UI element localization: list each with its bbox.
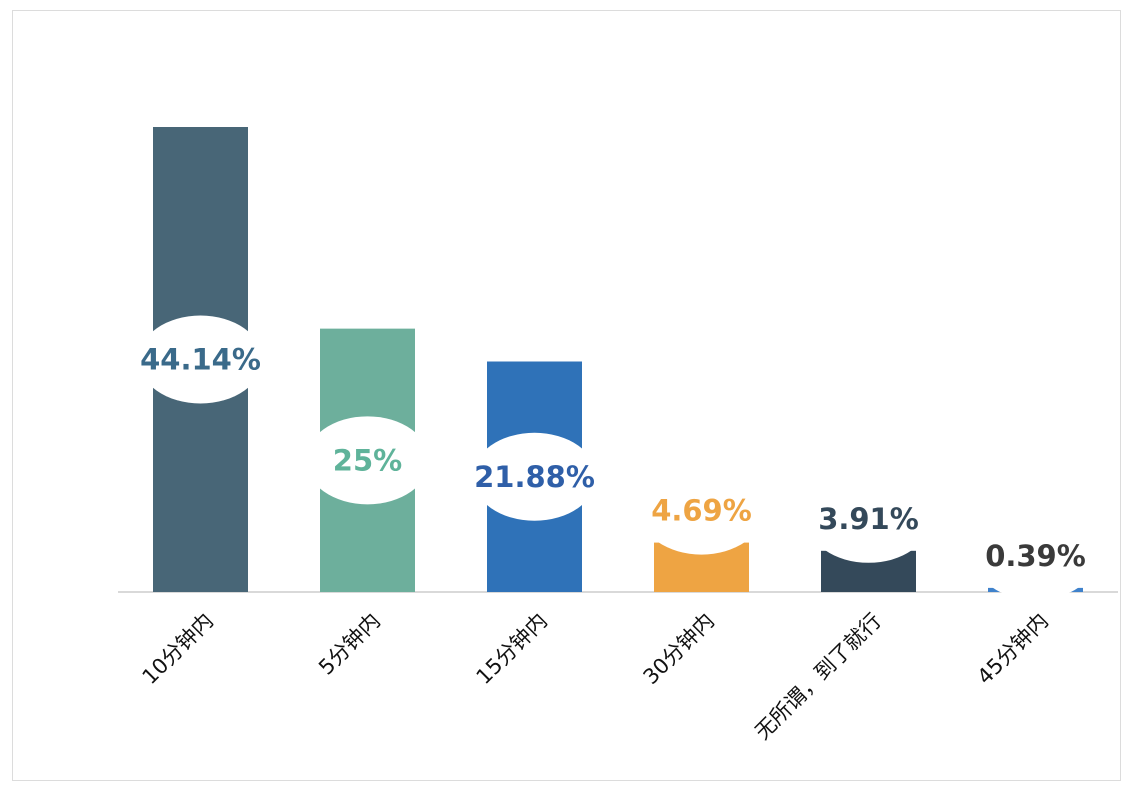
data-label-0: 44.14%: [140, 343, 261, 377]
data-label-background-4: [806, 474, 931, 563]
data-label-background-0: [138, 315, 263, 404]
data-label-background-2: [472, 432, 597, 521]
x-tick-label-1: 5分钟内: [314, 609, 385, 680]
data-label-1: 25%: [333, 443, 402, 477]
data-label-background-5: [973, 511, 1098, 600]
x-tick-label-0: 10分钟内: [138, 609, 218, 689]
data-label-3: 4.69%: [651, 494, 752, 528]
x-tick-label-4: 无所谓，到了就行: [750, 609, 886, 745]
data-label-5: 0.39%: [985, 539, 1086, 573]
data-label-background-1: [305, 416, 430, 505]
x-tick-label-5: 45分钟内: [973, 609, 1053, 689]
data-label-4: 3.91%: [818, 502, 919, 536]
x-tick-label-3: 30分钟内: [639, 609, 719, 689]
data-label-background-3: [639, 466, 764, 555]
data-label-2: 21.88%: [474, 460, 595, 494]
x-tick-label-2: 15分钟内: [472, 609, 552, 689]
